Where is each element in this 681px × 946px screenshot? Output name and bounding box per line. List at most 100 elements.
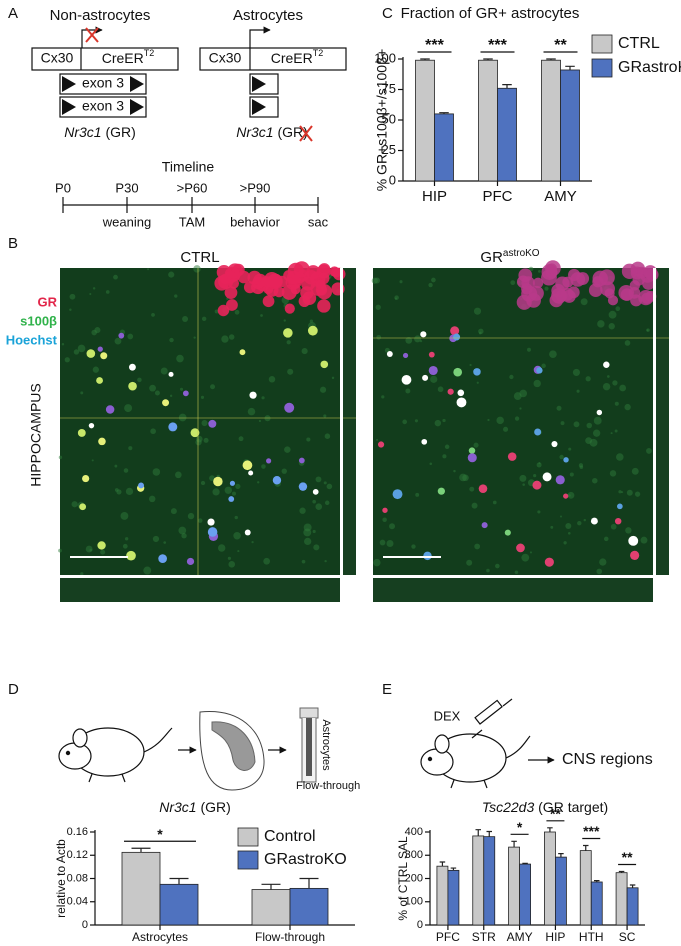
texture (287, 368, 294, 375)
nucleus (567, 286, 580, 299)
bar (615, 872, 628, 926)
texture (91, 329, 98, 336)
texture (626, 489, 633, 496)
cell (96, 377, 103, 384)
texture (69, 308, 72, 311)
texture (221, 335, 229, 343)
cell (563, 457, 569, 463)
texture (170, 508, 177, 515)
cell (128, 381, 137, 391)
texture (150, 428, 156, 435)
texture (603, 536, 609, 542)
texture (612, 380, 618, 386)
texture (528, 266, 534, 272)
cell (377, 441, 385, 448)
texture (105, 290, 110, 294)
texture (619, 384, 627, 392)
heading: Astrocytes (233, 7, 303, 24)
nucleus (315, 279, 326, 290)
texture (563, 541, 567, 545)
texture (405, 388, 411, 394)
texture (373, 277, 381, 284)
texture (120, 512, 129, 520)
drug: DEX (434, 708, 461, 723)
timeline-title: Timeline (162, 159, 215, 175)
error-bar (565, 65, 575, 70)
bar (478, 59, 498, 182)
texture (234, 309, 240, 315)
y-tick-label: 400 (405, 826, 423, 838)
texture (326, 483, 333, 490)
texture (193, 336, 196, 339)
cell (229, 480, 236, 486)
significance: *** (488, 37, 507, 54)
texture (616, 453, 624, 461)
error-bar (594, 879, 600, 882)
stain: Hoechst (6, 332, 58, 347)
texture (487, 418, 490, 422)
cell (386, 351, 393, 357)
cre: CreER (102, 50, 144, 66)
texture (176, 354, 184, 363)
texture (124, 537, 129, 541)
texture (100, 549, 106, 555)
x-tick-label: HIP (422, 188, 447, 205)
texture (567, 531, 571, 535)
error-bar (299, 877, 319, 889)
x-tick-label: HTH (579, 930, 604, 944)
texture (237, 550, 240, 553)
brain-slice (199, 711, 265, 791)
legend-swatch (591, 34, 613, 54)
texture (597, 320, 605, 328)
texture (476, 381, 479, 384)
cell (207, 527, 218, 537)
gene: Nr3c1 (236, 124, 273, 140)
event: weaning (102, 214, 151, 229)
cell (392, 489, 403, 500)
cell (162, 399, 170, 407)
y-tick-label: 0 (82, 919, 88, 931)
nucleus (551, 288, 567, 304)
cell (450, 326, 460, 336)
x-tick-label: PFC (436, 930, 460, 944)
cell (630, 550, 640, 560)
bar (472, 835, 485, 926)
cell (284, 402, 295, 413)
cell (423, 551, 432, 561)
texture (315, 476, 322, 483)
syringe (471, 698, 513, 739)
texture (414, 335, 422, 343)
texture (306, 437, 311, 442)
texture (431, 277, 436, 283)
cross (85, 27, 99, 43)
texture (514, 416, 520, 421)
nucleus (630, 294, 643, 307)
cell (272, 476, 282, 485)
texture (195, 439, 202, 446)
cre: CreERT2 (271, 48, 324, 65)
texture (399, 280, 403, 284)
texture (210, 384, 216, 390)
texture (147, 268, 150, 271)
texture (238, 436, 244, 442)
bar (508, 846, 520, 926)
cell (244, 529, 251, 536)
texture (474, 543, 481, 550)
cell (478, 484, 488, 493)
legend-swatch (237, 850, 259, 870)
texture (125, 487, 134, 496)
texture (92, 366, 100, 373)
texture (614, 429, 618, 433)
texture (533, 379, 541, 388)
texture (323, 414, 327, 418)
significance: ** (554, 37, 567, 54)
texture (257, 481, 260, 484)
cell (603, 361, 610, 368)
cell (186, 557, 195, 566)
texture (113, 274, 118, 280)
bar (434, 113, 454, 182)
texture (178, 526, 187, 535)
texture (92, 287, 96, 290)
image-title: GRastroKO (480, 248, 539, 266)
y-tick-label: 0.12 (67, 849, 88, 861)
